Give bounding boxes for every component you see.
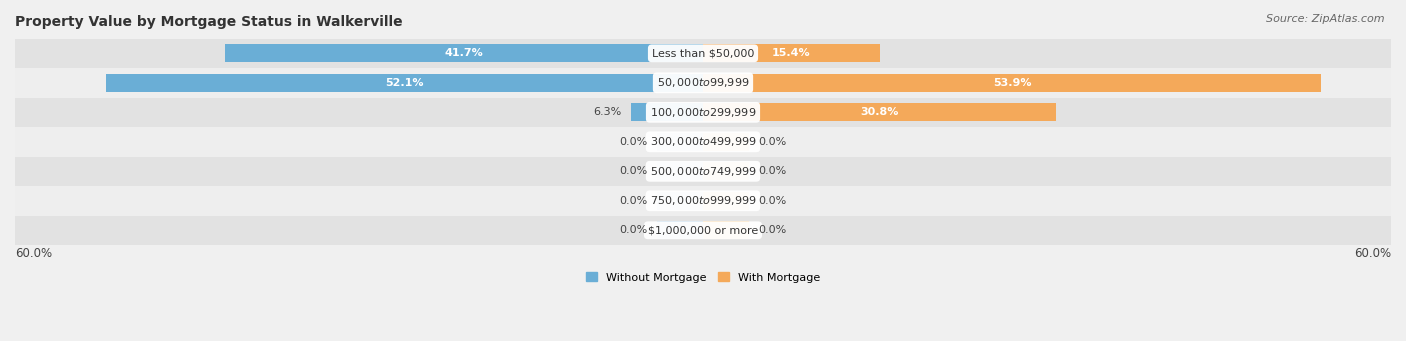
Text: 6.3%: 6.3% xyxy=(593,107,621,117)
Bar xyxy=(631,103,703,121)
Bar xyxy=(105,74,703,92)
Bar xyxy=(15,127,1391,157)
Text: 60.0%: 60.0% xyxy=(15,247,52,260)
Text: Source: ZipAtlas.com: Source: ZipAtlas.com xyxy=(1267,14,1385,24)
Bar xyxy=(657,162,703,180)
Text: 15.4%: 15.4% xyxy=(772,48,811,58)
Bar xyxy=(15,216,1391,245)
Bar xyxy=(703,103,1056,121)
Text: 30.8%: 30.8% xyxy=(860,107,898,117)
Text: 0.0%: 0.0% xyxy=(620,225,648,235)
Text: 52.1%: 52.1% xyxy=(385,78,423,88)
Text: $1,000,000 or more: $1,000,000 or more xyxy=(648,225,758,235)
Text: 0.0%: 0.0% xyxy=(758,137,786,147)
Bar xyxy=(703,133,749,151)
Bar xyxy=(703,74,1322,92)
Bar xyxy=(15,68,1391,98)
Bar xyxy=(703,162,749,180)
Text: Property Value by Mortgage Status in Walkerville: Property Value by Mortgage Status in Wal… xyxy=(15,15,402,29)
Text: 0.0%: 0.0% xyxy=(620,196,648,206)
Bar xyxy=(703,221,749,239)
Text: $100,000 to $299,999: $100,000 to $299,999 xyxy=(650,106,756,119)
Text: $50,000 to $99,999: $50,000 to $99,999 xyxy=(657,76,749,89)
Bar xyxy=(225,44,703,62)
Bar xyxy=(15,39,1391,68)
Bar xyxy=(15,98,1391,127)
Text: $300,000 to $499,999: $300,000 to $499,999 xyxy=(650,135,756,148)
Text: 0.0%: 0.0% xyxy=(758,196,786,206)
Text: 41.7%: 41.7% xyxy=(444,48,484,58)
Text: 53.9%: 53.9% xyxy=(993,78,1031,88)
Bar xyxy=(15,157,1391,186)
Text: 0.0%: 0.0% xyxy=(620,137,648,147)
Bar xyxy=(657,221,703,239)
Bar xyxy=(703,44,880,62)
Bar xyxy=(657,192,703,210)
Bar xyxy=(15,186,1391,216)
Text: Less than $50,000: Less than $50,000 xyxy=(652,48,754,58)
Text: 60.0%: 60.0% xyxy=(1354,247,1391,260)
Text: 0.0%: 0.0% xyxy=(620,166,648,176)
Legend: Without Mortgage, With Mortgage: Without Mortgage, With Mortgage xyxy=(582,268,824,287)
Bar xyxy=(657,133,703,151)
Text: $500,000 to $749,999: $500,000 to $749,999 xyxy=(650,165,756,178)
Text: $750,000 to $999,999: $750,000 to $999,999 xyxy=(650,194,756,207)
Bar xyxy=(703,192,749,210)
Text: 0.0%: 0.0% xyxy=(758,225,786,235)
Text: 0.0%: 0.0% xyxy=(758,166,786,176)
